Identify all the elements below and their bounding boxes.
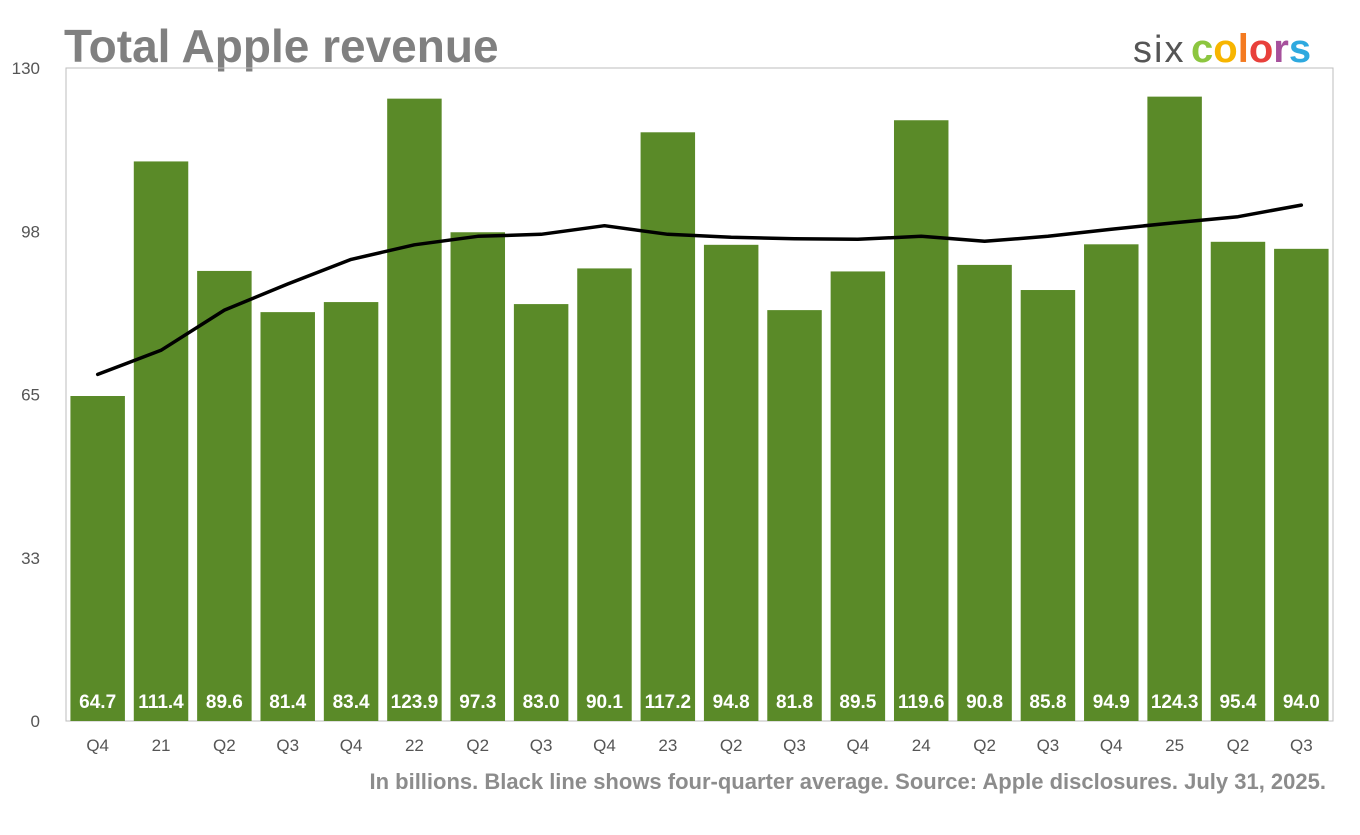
bar bbox=[1020, 290, 1076, 721]
x-tick-label: Q4 bbox=[86, 736, 109, 755]
bar bbox=[957, 264, 1012, 721]
x-tick-label: Q3 bbox=[1290, 736, 1313, 755]
logo-letter: r bbox=[1273, 27, 1289, 71]
bar bbox=[260, 312, 315, 721]
bar bbox=[893, 120, 949, 722]
bar-value-label: 119.6 bbox=[898, 692, 945, 713]
x-tick-label: Q3 bbox=[530, 736, 553, 755]
x-tick-label: 24 bbox=[912, 736, 931, 755]
y-tick-label: 33 bbox=[21, 549, 40, 568]
x-tick-label: Q3 bbox=[276, 736, 299, 755]
bar-value-label: 64.7 bbox=[79, 692, 116, 713]
x-tick-label: 23 bbox=[658, 736, 677, 755]
y-tick-label: 98 bbox=[21, 222, 40, 241]
bar-value-label: 81.8 bbox=[776, 692, 813, 713]
bar bbox=[70, 396, 125, 721]
logo-colors-text: colors bbox=[1191, 27, 1311, 71]
bar bbox=[133, 161, 189, 722]
bar-value-label: 97.3 bbox=[459, 692, 496, 713]
bar-series bbox=[70, 96, 1329, 722]
x-tick-label: Q2 bbox=[466, 736, 489, 755]
bar bbox=[830, 271, 886, 721]
x-tick-label: Q4 bbox=[847, 736, 870, 755]
four-quarter-average-line bbox=[95, 203, 1304, 377]
bar-value-label: 81.4 bbox=[269, 692, 306, 713]
logo-letter: s bbox=[1289, 27, 1311, 71]
bar bbox=[1084, 244, 1139, 721]
y-tick-label: 130 bbox=[12, 59, 40, 78]
x-tick-label: Q2 bbox=[1227, 736, 1250, 755]
logo-letter: o bbox=[1213, 27, 1237, 71]
bar bbox=[387, 98, 442, 722]
y-tick-label: 65 bbox=[21, 386, 40, 405]
logo-six-text: six bbox=[1133, 29, 1185, 71]
bar-value-label: 94.9 bbox=[1093, 692, 1130, 713]
bar-value-label: 94.8 bbox=[713, 692, 750, 713]
bar-value-label: 89.6 bbox=[206, 692, 243, 713]
bar bbox=[767, 310, 822, 721]
x-tick-label: Q2 bbox=[213, 736, 236, 755]
bar bbox=[640, 132, 696, 721]
bar-value-label: 89.5 bbox=[839, 692, 876, 713]
x-tick-label: Q4 bbox=[340, 736, 363, 755]
bar-value-label: 85.8 bbox=[1029, 692, 1066, 713]
bar bbox=[197, 270, 252, 721]
logo-letter: o bbox=[1249, 27, 1273, 71]
bar bbox=[1210, 241, 1266, 721]
x-tick-label: Q4 bbox=[593, 736, 616, 755]
bar bbox=[1147, 96, 1202, 722]
chart-footnote: In billions. Black line shows four-quart… bbox=[369, 769, 1326, 794]
bar-value-label: 123.9 bbox=[391, 692, 439, 713]
x-tick-label: Q3 bbox=[1037, 736, 1060, 755]
logo-letter: c bbox=[1191, 27, 1213, 71]
logo-letter: l bbox=[1238, 27, 1249, 71]
bar bbox=[323, 302, 379, 721]
bar bbox=[513, 304, 569, 721]
x-axis-ticks: Q4 21 Q2 Q3 Q4 22 Q2 Q3 Q4 23 Q2 Q3 Q4 24 Q2 Q3 Q4 25 Q2 Q3 bbox=[86, 736, 1312, 755]
bar-value-label: 95.4 bbox=[1219, 692, 1256, 713]
bar bbox=[577, 268, 632, 721]
plot-frame bbox=[65, 67, 1334, 722]
y-tick-label: 0 bbox=[31, 712, 40, 731]
x-tick-label: 25 bbox=[1165, 736, 1184, 755]
average-line bbox=[95, 203, 1304, 377]
bar-value-label: 83.0 bbox=[523, 692, 560, 713]
x-tick-label: Q3 bbox=[783, 736, 806, 755]
bar-value-label: 111.4 bbox=[138, 692, 184, 713]
bar-value-label: 94.0 bbox=[1283, 692, 1320, 713]
bar-value-label: 83.4 bbox=[333, 692, 370, 713]
bar-value-label: 90.1 bbox=[586, 692, 623, 713]
bar-value-label: 90.8 bbox=[966, 692, 1003, 713]
x-tick-label: Q2 bbox=[720, 736, 743, 755]
bar bbox=[1274, 248, 1329, 722]
bar bbox=[703, 244, 759, 721]
bar-value-labels: 64.7 111.4 89.6 81.4 83.4 123.9 97.3 83.0 90.1 11… bbox=[79, 692, 1320, 713]
x-tick-label: Q2 bbox=[973, 736, 996, 755]
chart-title: Total Apple revenue bbox=[64, 20, 499, 72]
x-tick-label: 21 bbox=[152, 736, 171, 755]
x-tick-label: 22 bbox=[405, 736, 424, 755]
bar-value-label: 124.3 bbox=[1151, 692, 1199, 713]
x-tick-label: Q4 bbox=[1100, 736, 1123, 755]
bar bbox=[450, 232, 506, 721]
sixcolors-logo: six colors bbox=[1133, 27, 1311, 71]
bar-value-label: 117.2 bbox=[645, 692, 692, 713]
y-axis-ticks: 0 33 65 98 130 bbox=[12, 59, 40, 731]
